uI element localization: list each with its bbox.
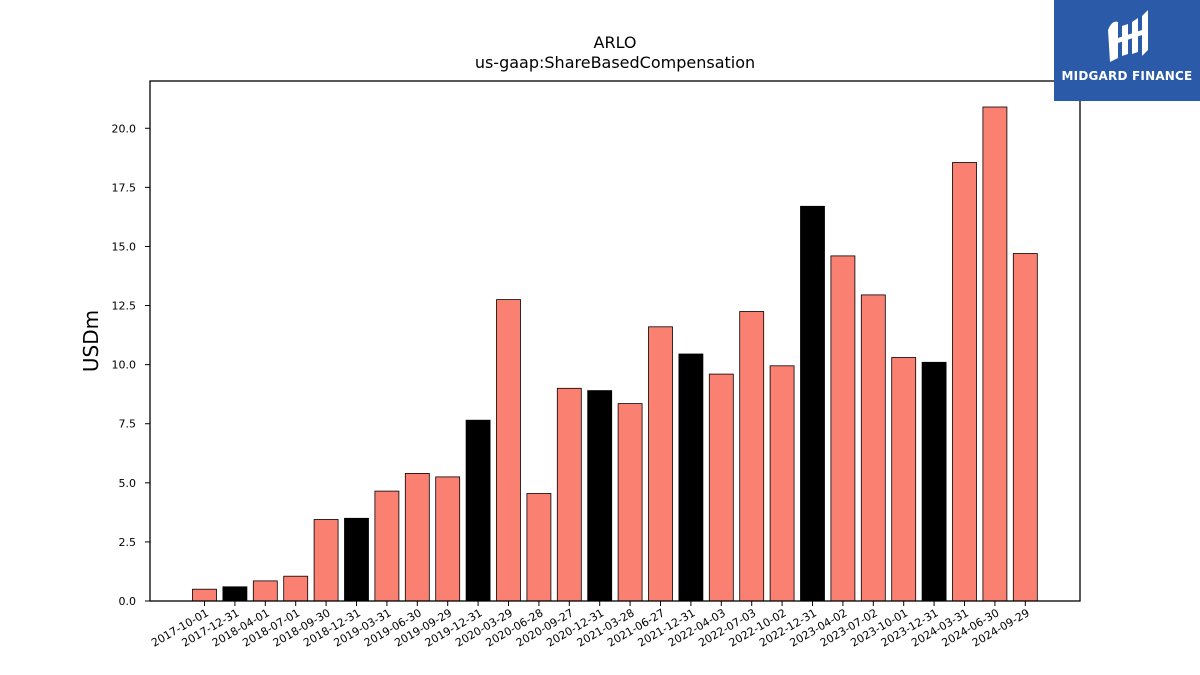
y-axis-label: USDm bbox=[79, 310, 103, 372]
y-tick-label: 17.5 bbox=[112, 181, 137, 194]
bar-2019-12-31 bbox=[465, 419, 491, 602]
bar-2017-12-31 bbox=[222, 586, 248, 602]
midgard-finance-logo: MIDGARD FINANCE bbox=[1054, 0, 1200, 101]
bar-2020-09-27 bbox=[556, 387, 582, 602]
bars-group bbox=[192, 106, 1038, 602]
bar-2023-04-02 bbox=[830, 255, 856, 602]
bar-2024-06-30 bbox=[982, 106, 1008, 602]
bar-2019-09-29 bbox=[435, 476, 461, 602]
bar-2020-12-31 bbox=[587, 390, 613, 602]
bar-2024-03-31 bbox=[952, 162, 977, 602]
y-axis-ticks: 0.0 2.5 5.0 7.5 10.0 12.5 15.0 17.5 20.0 bbox=[112, 122, 150, 608]
bar-2023-12-31 bbox=[921, 361, 947, 602]
x-axis-ticks: 2017-10-012017-12-312018-04-012018-07-01… bbox=[149, 601, 1032, 650]
bar-2017-10-01 bbox=[192, 588, 217, 602]
bar-2024-09-29 bbox=[1012, 253, 1038, 602]
y-tick-label: 20.0 bbox=[112, 122, 137, 135]
bar-2022-07-03 bbox=[739, 311, 765, 602]
bar-2022-12-31 bbox=[800, 205, 825, 602]
bar-2018-04-01 bbox=[252, 580, 278, 602]
logo-mark-icon bbox=[1108, 10, 1148, 62]
y-tick-label: 0.0 bbox=[119, 595, 137, 608]
bar-2018-12-31 bbox=[344, 517, 369, 602]
bar-2019-06-30 bbox=[404, 472, 430, 602]
chart-title: ARLO bbox=[594, 33, 637, 52]
bar-2019-03-31 bbox=[374, 490, 400, 602]
y-tick-label: 2.5 bbox=[119, 536, 137, 549]
bar-2020-06-28 bbox=[526, 493, 552, 602]
chart-subtitle: us-gaap:ShareBasedCompensation bbox=[475, 53, 755, 72]
bar-2021-06-27 bbox=[648, 326, 673, 602]
bar-2023-10-01 bbox=[891, 357, 917, 602]
bar-2018-07-01 bbox=[283, 575, 309, 602]
bar-2018-09-30 bbox=[313, 519, 339, 602]
bar-2020-03-29 bbox=[496, 299, 521, 602]
bar-2021-03-28 bbox=[617, 403, 643, 602]
bar-2021-12-31 bbox=[678, 353, 704, 602]
bar-2023-07-02 bbox=[860, 294, 886, 602]
logo-text: MIDGARD FINANCE bbox=[1061, 69, 1193, 83]
y-tick-label: 7.5 bbox=[119, 418, 137, 431]
bar-2022-04-03 bbox=[708, 373, 734, 602]
y-tick-label: 12.5 bbox=[112, 300, 137, 313]
y-tick-label: 15.0 bbox=[112, 240, 137, 253]
y-tick-label: 10.0 bbox=[112, 359, 137, 372]
y-tick-label: 5.0 bbox=[119, 477, 137, 490]
bar-2022-10-02 bbox=[769, 365, 795, 602]
plot-frame bbox=[149, 80, 1081, 602]
